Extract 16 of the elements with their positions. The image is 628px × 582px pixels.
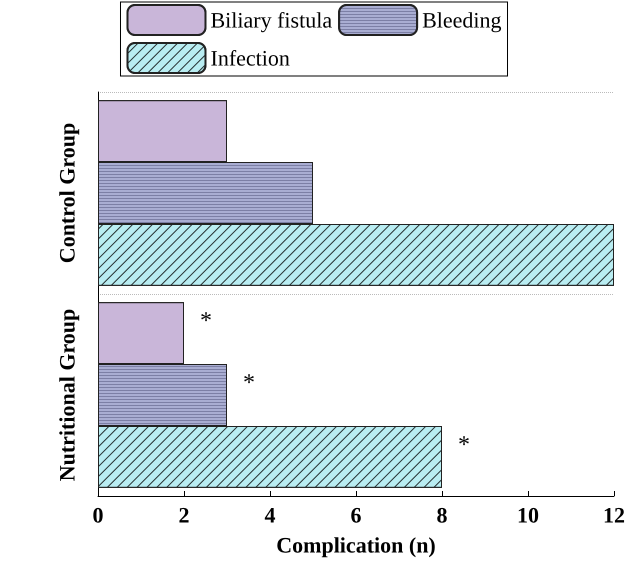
y-tick-label: Nutritional Group [54, 308, 80, 482]
x-tick-label: 0 [92, 502, 104, 528]
y-tick-label: Control Group [54, 122, 80, 264]
legend-label: Bleeding [422, 8, 502, 32]
legend-label: Infection [210, 46, 290, 70]
data-label: * [243, 370, 255, 396]
x-tick-label: 4 [264, 502, 276, 528]
x-tick-label: 10 [517, 502, 539, 528]
legend-label: Biliary fistula [210, 8, 332, 32]
x-tick-label: 8 [436, 502, 448, 528]
x-tick-label: 12 [603, 502, 625, 528]
data-label: * [200, 308, 212, 334]
x-tick-label: 2 [178, 502, 190, 528]
data-label: * [458, 432, 470, 458]
x-tick-label: 6 [350, 502, 362, 528]
x-axis-title: Complication (n) [276, 532, 436, 558]
